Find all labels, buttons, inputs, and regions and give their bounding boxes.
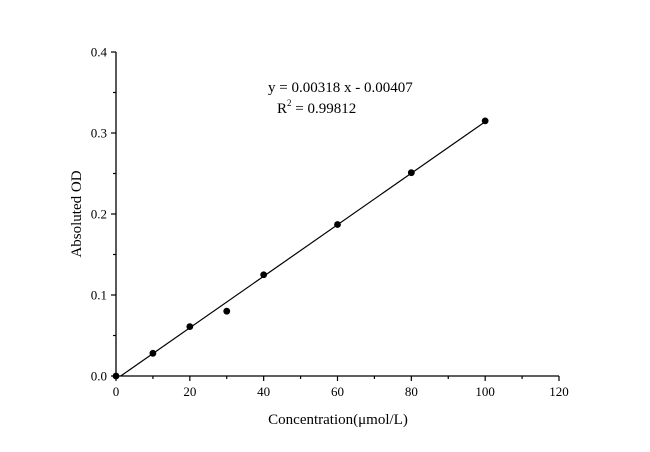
x-tick-label: 80 bbox=[405, 384, 418, 399]
x-axis-title: Concentration(μmol/L) bbox=[268, 412, 408, 428]
data-point bbox=[186, 323, 194, 330]
y-tick-label: 0.2 bbox=[91, 207, 107, 222]
data-point bbox=[260, 271, 268, 279]
y-tick-label: 0.4 bbox=[91, 45, 108, 60]
data-points bbox=[112, 117, 489, 380]
regression-line bbox=[120, 121, 486, 377]
y-axis-title: Absoluted OD bbox=[69, 170, 85, 257]
r-squared: R2 = 0.99812 bbox=[277, 98, 356, 117]
x-tick-label: 0 bbox=[113, 384, 120, 399]
y-tick-label: 0.0 bbox=[91, 369, 107, 384]
axes: 0 20 40 60 80 100 120 0.0 0.1 0.2 0.3 0.4 bbox=[91, 45, 569, 400]
data-point bbox=[481, 117, 489, 125]
data-point bbox=[112, 372, 120, 380]
x-tick-label: 40 bbox=[257, 384, 270, 399]
regression-equation: y = 0.00318 x - 0.00407 bbox=[268, 80, 413, 96]
x-tick-label: 20 bbox=[183, 384, 196, 399]
x-tick-label: 100 bbox=[475, 384, 495, 399]
y-tick-label: 0.1 bbox=[91, 288, 107, 303]
data-point bbox=[334, 221, 341, 228]
y-tick-label: 0.3 bbox=[91, 126, 107, 141]
x-tick-label: 60 bbox=[331, 384, 344, 399]
x-tick-label: 120 bbox=[549, 384, 569, 399]
data-point bbox=[223, 307, 231, 315]
data-point bbox=[407, 169, 415, 177]
data-point bbox=[149, 349, 157, 357]
